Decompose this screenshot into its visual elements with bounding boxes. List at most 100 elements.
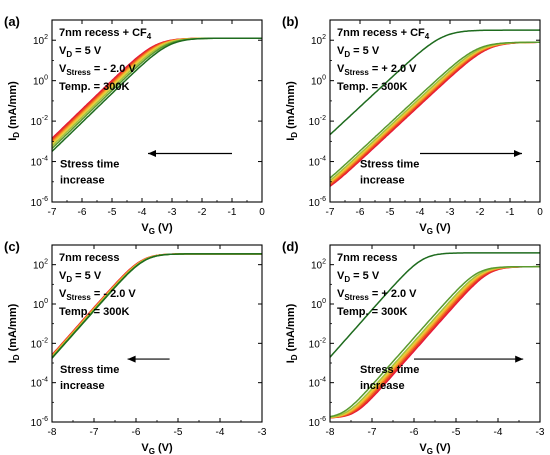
annotation-line: VStress = + 2.0 V (337, 288, 417, 302)
y-tick-label: 10-2 (309, 337, 326, 350)
y-tick-label: 102 (33, 34, 48, 47)
arrowhead (514, 150, 522, 157)
x-tick-label: -7 (326, 207, 335, 218)
x-tick-label: -3 (446, 207, 455, 218)
annotation-line: VD = 5 V (59, 270, 102, 284)
arrowhead (128, 356, 136, 363)
y-tick-label: 10-6 (31, 196, 48, 209)
chart-panel-c: (c) -8 -7 -6 -5 -4 -3 10-6 10-4 10-2 100 102 VG (V) I… (4, 239, 267, 455)
x-tick-label: -7 (368, 427, 377, 438)
arrow-text: increase (360, 174, 405, 186)
x-axis-label: VG (V) (419, 222, 451, 236)
annotation-line: Temp. = 300K (337, 306, 407, 318)
series-line-7 (330, 267, 540, 418)
y-tick-label: 10-6 (309, 416, 326, 429)
annotation-line: VStress = + 2.0 V (337, 63, 417, 77)
y-tick-label: 102 (311, 34, 326, 47)
panel-label: (b) (282, 14, 299, 29)
y-tick-label: 10-4 (31, 156, 48, 169)
annotation-line: 7nm recess (59, 252, 120, 264)
chart-panel-d: (d) -8 -7 -6 -5 -4 -3 10-6 10-4 10-2 100 102 VG (V) I… (282, 239, 545, 455)
x-tick-label: -5 (386, 207, 395, 218)
x-tick-label: -8 (48, 427, 57, 438)
x-axis-label: VG (V) (141, 222, 173, 236)
x-tick-label: -6 (410, 427, 419, 438)
annotation-line: 7nm recess + CF4 (337, 27, 430, 41)
annotation-line: 7nm recess + CF4 (59, 27, 152, 41)
x-axis-label: VG (V) (141, 442, 173, 455)
annotation-line: VStress = - 2.0 V (59, 63, 136, 77)
arrow-text: Stress time (360, 158, 419, 170)
series-line-2 (330, 267, 540, 418)
panel-label: (c) (4, 239, 20, 254)
x-tick-label: -7 (90, 427, 99, 438)
annotation-line: 7nm recess (337, 252, 398, 264)
x-tick-label: -4 (494, 427, 503, 438)
y-tick-label: 10-6 (309, 196, 326, 209)
chart-panel-b: (b) -7 -6 -5 -4 -3 -2 -1 0 10-6 10-4 10-2 100 102 VG (… (282, 14, 543, 236)
annotation-line: Temp. = 300K (59, 306, 129, 318)
y-axis-label: ID (mA/mm) (285, 303, 299, 363)
y-tick-label: 102 (33, 259, 48, 272)
y-tick-label: 100 (33, 298, 48, 311)
y-tick-label: 10-2 (309, 115, 326, 128)
annotation-line: VD = 5 V (337, 45, 380, 59)
x-tick-label: -5 (174, 427, 183, 438)
x-tick-label: -1 (506, 207, 515, 218)
x-tick-label: -4 (138, 207, 147, 218)
x-tick-label: -3 (168, 207, 177, 218)
x-tick-label: -6 (132, 427, 141, 438)
series-line-6 (330, 267, 540, 418)
series-line-3 (330, 267, 540, 418)
y-tick-label: 100 (33, 75, 48, 88)
x-tick-label: -3 (536, 427, 545, 438)
y-tick-label: 10-2 (31, 337, 48, 350)
x-tick-label: -4 (416, 207, 425, 218)
x-tick-label: 0 (537, 207, 543, 218)
x-tick-label: -7 (48, 207, 57, 218)
y-tick-label: 10-4 (309, 377, 326, 390)
x-tick-label: -5 (108, 207, 117, 218)
arrow-text: increase (60, 174, 105, 186)
arrowhead (148, 150, 156, 157)
arrow-text: Stress time (60, 158, 119, 170)
y-tick-label: 10-6 (31, 416, 48, 429)
y-tick-label: 100 (311, 298, 326, 311)
panel-label: (a) (4, 14, 20, 29)
arrow-text: Stress time (360, 364, 419, 376)
x-tick-label: -6 (78, 207, 87, 218)
series-line-1 (330, 267, 540, 417)
series-line-5 (330, 267, 540, 418)
annotation-line: Temp. = 300K (59, 81, 129, 93)
annotation-line: VD = 5 V (337, 270, 380, 284)
arrowhead (515, 356, 523, 363)
y-tick-label: 102 (311, 259, 326, 272)
y-tick-label: 100 (311, 75, 326, 88)
y-tick-label: 10-4 (31, 377, 48, 390)
y-tick-label: 10-4 (309, 156, 326, 169)
y-tick-label: 10-2 (31, 115, 48, 128)
chart-panel-a: (a) -7 -6 -5 -4 -3 -2 -1 0 10-6 10-4 10-2 100 102 VG (… (4, 14, 265, 236)
panel-label: (d) (282, 239, 299, 254)
arrow-text: increase (60, 380, 105, 392)
x-tick-label: -8 (326, 427, 335, 438)
annotation-line: VStress = - 2.0 V (59, 288, 136, 302)
series-line-4 (330, 267, 540, 418)
x-tick-label: 0 (259, 207, 265, 218)
x-tick-label: -1 (228, 207, 237, 218)
x-axis-label: VG (V) (419, 442, 451, 455)
y-axis-label: ID (mA/mm) (7, 303, 21, 363)
annotation-line: Temp. = 300K (337, 81, 407, 93)
annotation-line: VD = 5 V (59, 45, 102, 59)
arrow-text: increase (360, 380, 405, 392)
arrow-text: Stress time (60, 364, 119, 376)
y-axis-label: ID (mA/mm) (285, 81, 299, 141)
x-tick-label: -6 (356, 207, 365, 218)
x-tick-label: -5 (452, 427, 461, 438)
x-tick-label: -2 (198, 207, 207, 218)
y-axis-label: ID (mA/mm) (7, 81, 21, 141)
x-tick-label: -3 (258, 427, 267, 438)
x-tick-label: -2 (476, 207, 485, 218)
x-tick-label: -4 (216, 427, 225, 438)
